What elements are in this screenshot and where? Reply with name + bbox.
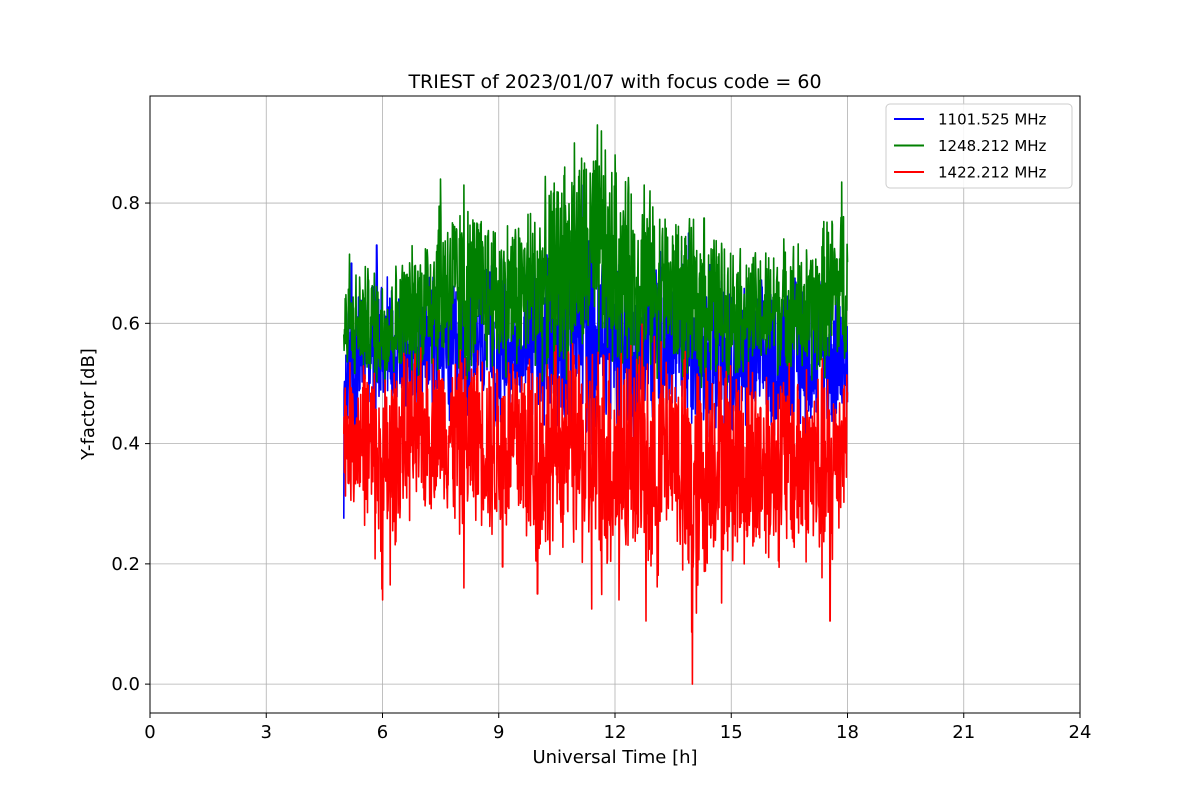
x-tick-label: 15 — [720, 722, 743, 743]
legend-label: 1248.212 MHz — [938, 137, 1047, 155]
y-tick-label: 0.4 — [111, 434, 140, 455]
ticks: 0 3 6 9 12 15 18 21 24 0.0 0.2 0.4 0.6 0.8 — [111, 193, 1091, 743]
x-axis-label: Universal Time [h] — [532, 747, 697, 768]
series-line — [343, 124, 849, 389]
x-tick-label: 0 — [144, 722, 155, 743]
legend-box — [885, 103, 1073, 189]
y-tick-label: 0.2 — [111, 554, 140, 575]
plot-area — [343, 124, 849, 685]
y-tick-label: 0.6 — [111, 313, 140, 334]
legend-label: 1101.525 MHz — [938, 111, 1047, 129]
x-tick-label: 6 — [377, 722, 388, 743]
y-axis-label: Y-factor [dB] — [78, 348, 99, 461]
series-line — [343, 323, 849, 685]
x-tick-label: 12 — [604, 722, 627, 743]
x-tick-label: 24 — [1069, 722, 1092, 743]
y-tick-label: 0.8 — [111, 193, 140, 214]
legend: 1101.525 MHz 1248.212 MHz 1422.212 MHz — [885, 103, 1073, 189]
y-tick-label: 0.0 — [111, 674, 140, 695]
x-tick-label: 21 — [952, 722, 975, 743]
legend-label: 1422.212 MHz — [938, 164, 1047, 182]
x-tick-label: 9 — [493, 722, 504, 743]
x-tick-label: 18 — [836, 722, 859, 743]
x-tick-label: 3 — [261, 722, 272, 743]
chart-title: TRIEST of 2023/01/07 with focus code = 6… — [407, 71, 821, 93]
